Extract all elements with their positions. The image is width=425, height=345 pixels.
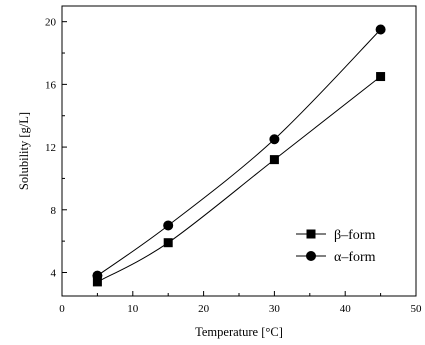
y-axis-ticks: 4 8 12 16 20 — [45, 17, 67, 279]
x-tick-label: 10 — [127, 303, 139, 315]
legend-label-beta: β–form — [334, 228, 375, 243]
y-tick-label: 4 — [51, 267, 57, 279]
y-tick-label: 8 — [51, 205, 57, 217]
y-tick-label: 16 — [45, 79, 57, 91]
legend: β–form α–form — [296, 228, 376, 265]
x-axis-ticks: 0 10 20 30 40 50 — [59, 291, 422, 315]
data-point-square — [269, 155, 279, 165]
y-tick-label: 12 — [45, 142, 56, 154]
data-point-square — [92, 277, 102, 287]
x-tick-label: 30 — [269, 303, 281, 315]
legend-marker-beta — [306, 229, 316, 239]
legend-label-alpha: α–form — [334, 250, 376, 265]
data-markers — [92, 24, 386, 287]
y-axis-title: Solubility [g/L] — [17, 112, 31, 190]
legend-marker-alpha — [306, 251, 316, 261]
x-axis-title: Temperature [°C] — [195, 325, 283, 339]
data-point-square — [163, 238, 173, 248]
data-point-circle — [269, 134, 280, 145]
x-tick-label: 40 — [340, 303, 352, 315]
x-tick-label: 0 — [59, 303, 65, 315]
x-tick-label: 50 — [411, 303, 423, 315]
data-point-circle — [375, 24, 386, 35]
trend-line-series-0 — [97, 76, 381, 283]
trend-lines — [97, 29, 381, 283]
x-tick-label: 20 — [198, 303, 210, 315]
y-tick-label: 20 — [45, 17, 57, 29]
data-point-circle — [92, 270, 103, 281]
data-point-circle — [163, 220, 174, 231]
trend-line-series-1 — [97, 29, 381, 277]
data-point-square — [376, 72, 386, 82]
